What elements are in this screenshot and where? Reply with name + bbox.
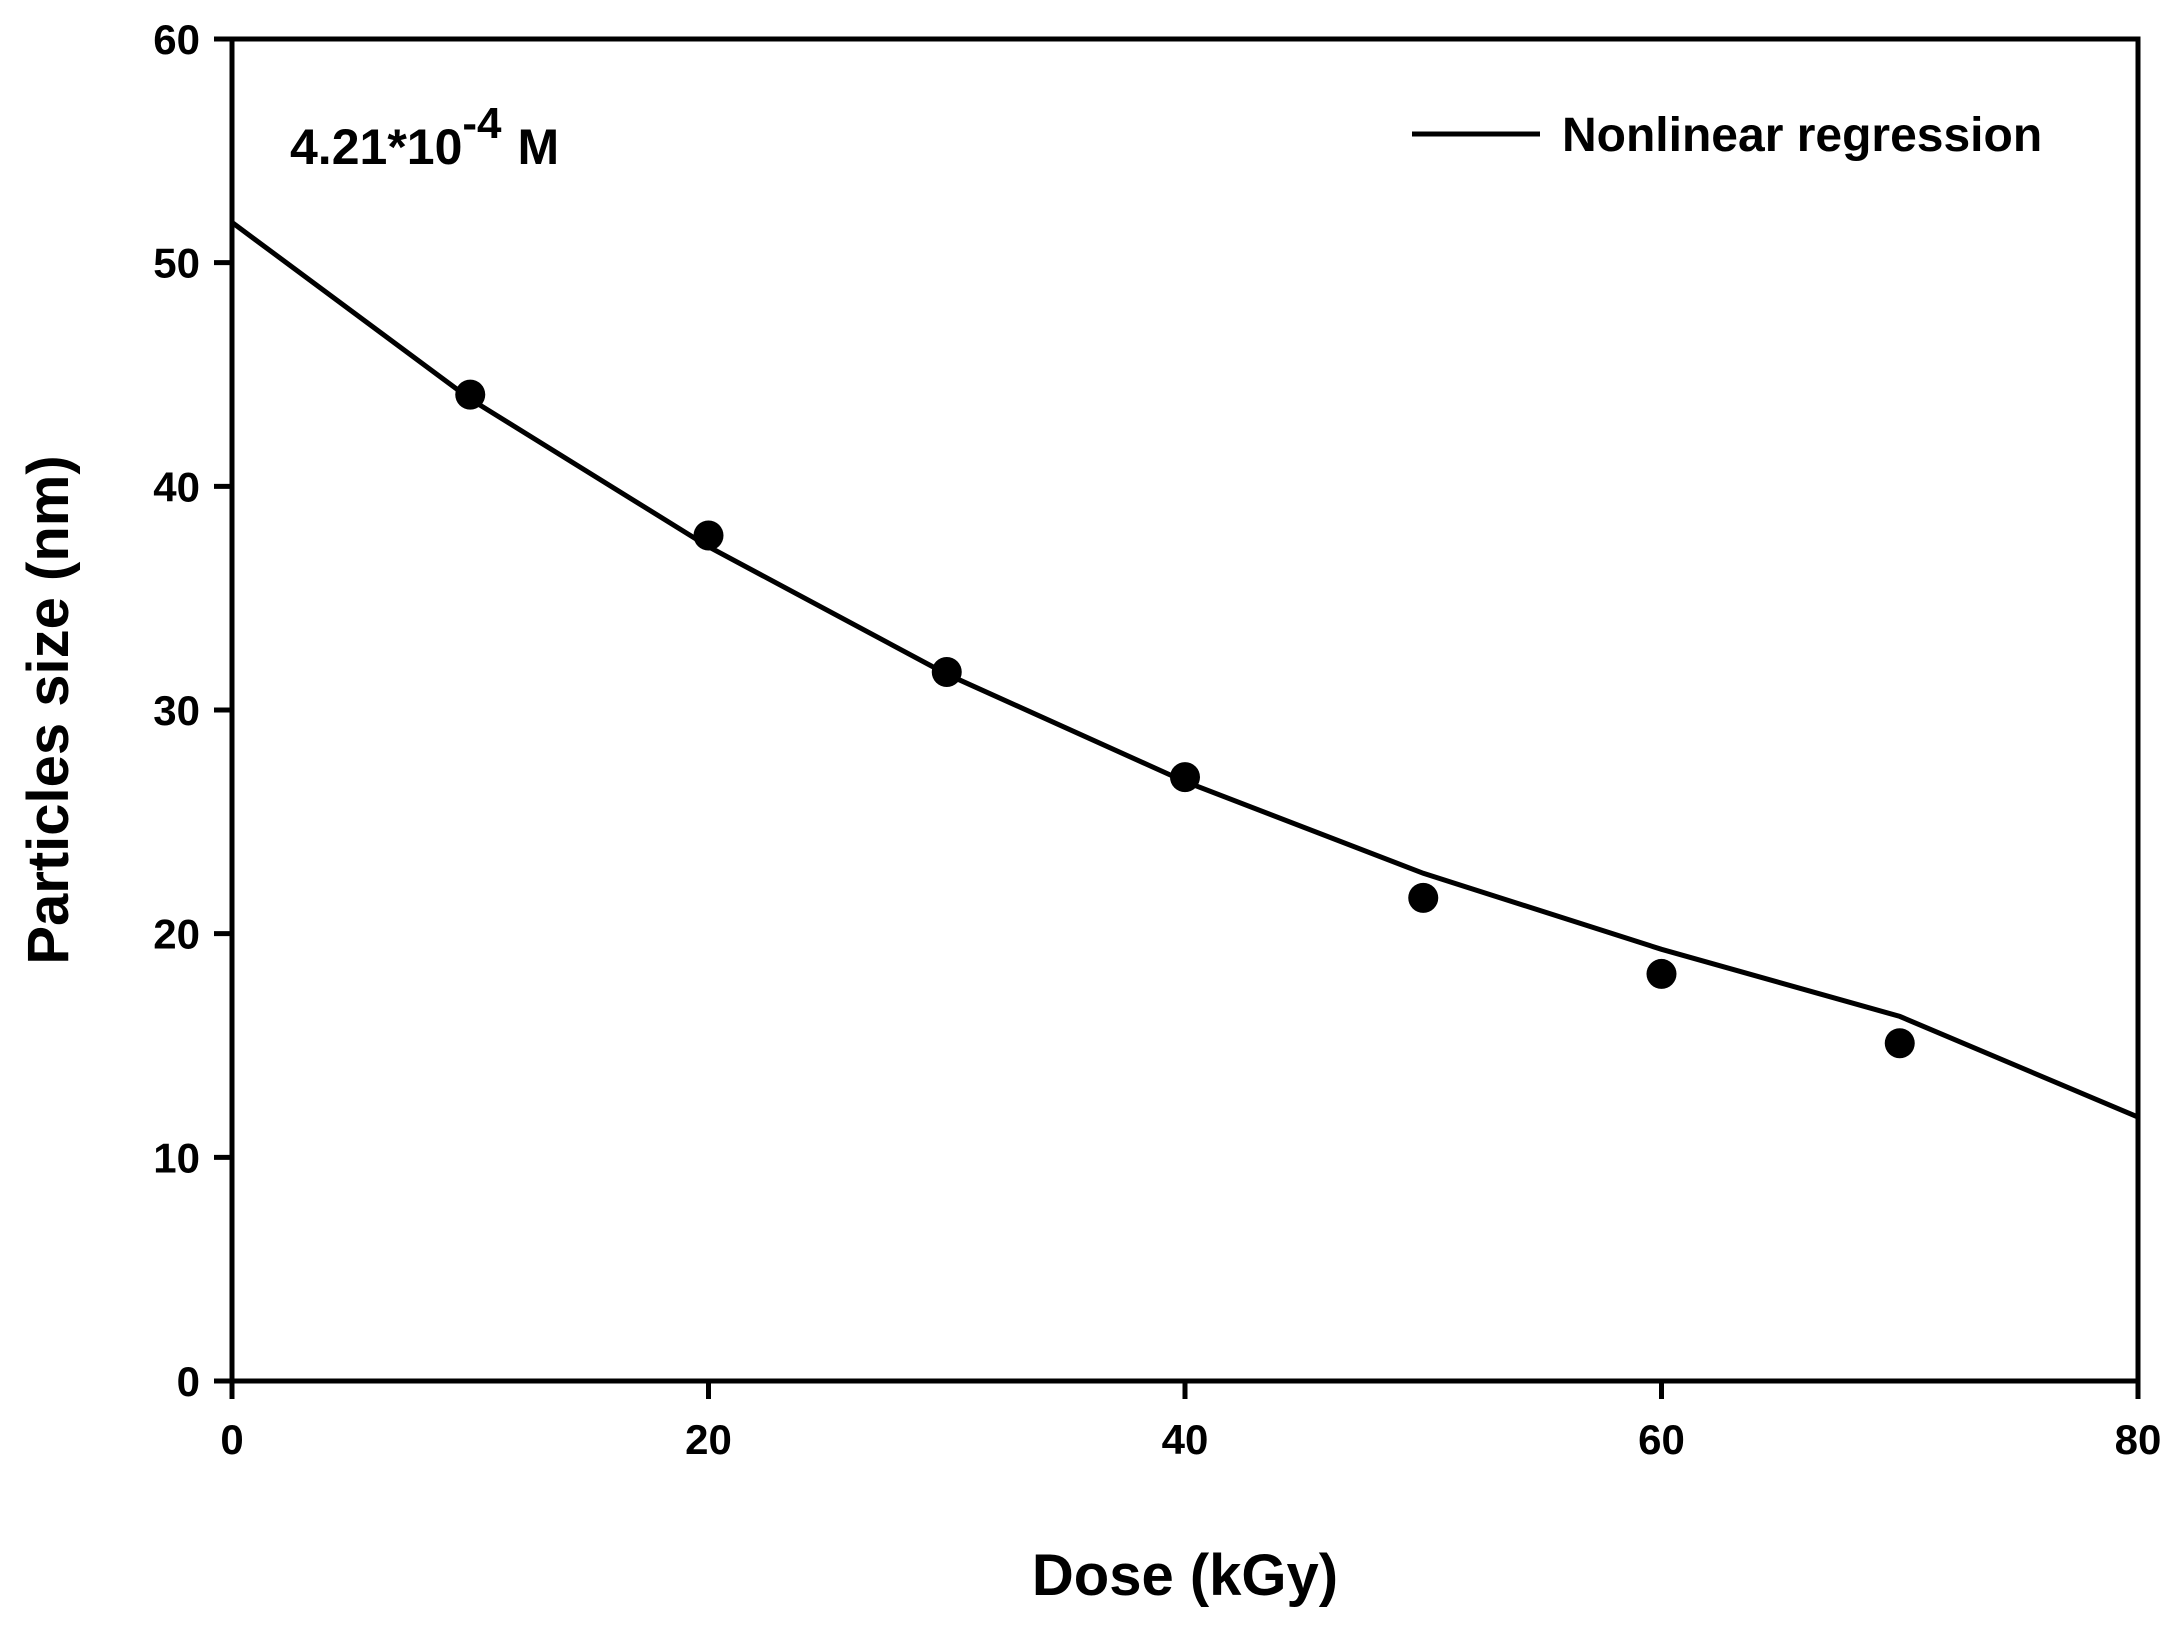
x-tick-label: 80 — [2115, 1416, 2162, 1463]
y-tick-label: 30 — [153, 687, 200, 734]
data-point — [693, 520, 724, 551]
y-tick-label: 50 — [153, 240, 200, 287]
data-point — [931, 656, 962, 687]
x-tick-label: 20 — [685, 1416, 732, 1463]
y-tick-label: 0 — [177, 1358, 200, 1405]
plot-frame — [229, 36, 2141, 1384]
x-tick-label: 60 — [1638, 1416, 1685, 1463]
x-tick-label: 0 — [220, 1416, 243, 1463]
annotation-unit: M — [518, 119, 560, 175]
annotation-exponent: -4 — [462, 99, 502, 148]
y-axis-title: Particles size (nm) — [16, 455, 81, 964]
y-tick-label: 10 — [153, 1134, 200, 1181]
data-point — [455, 379, 486, 410]
x-axis-title: Dose (kGy) — [1032, 1543, 1338, 1608]
data-point — [1884, 1028, 1915, 1059]
y-tick-label: 60 — [153, 16, 200, 63]
annotation-base: 4.21*10 — [290, 119, 462, 175]
x-tick-label: 40 — [1162, 1416, 1209, 1463]
regression-curve — [230, 220, 2139, 1120]
legend-label: Nonlinear regression — [1562, 109, 2042, 162]
y-axis: 0 10 20 30 40 50 60 — [153, 16, 232, 1405]
concentration-annotation: 4.21*10-4 M — [290, 99, 559, 175]
x-axis: 0 20 40 60 80 — [220, 1381, 2161, 1463]
data-point — [1170, 762, 1200, 793]
data-points — [455, 379, 1915, 1059]
data-point — [1646, 958, 1677, 989]
y-tick-label: 40 — [153, 463, 200, 510]
y-tick-label: 20 — [153, 911, 200, 958]
data-point — [1408, 882, 1439, 913]
